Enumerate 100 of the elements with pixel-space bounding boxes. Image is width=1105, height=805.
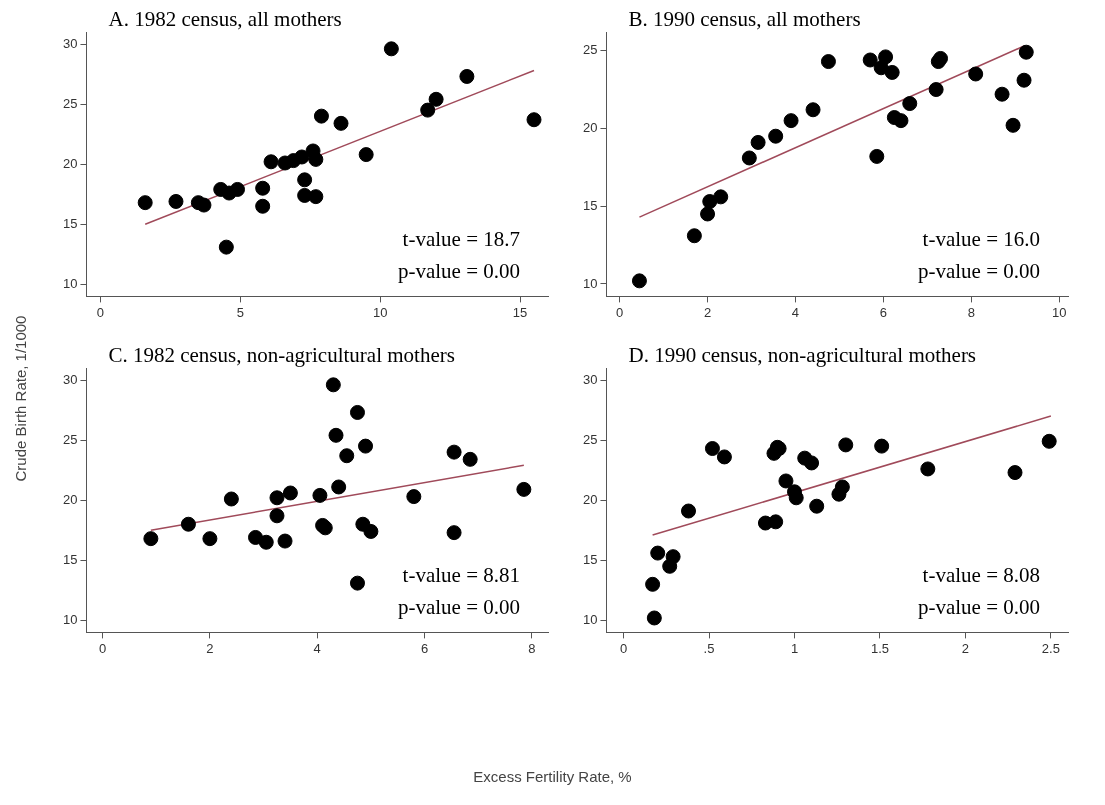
y-tick-label: 15 [62, 215, 78, 231]
point [920, 461, 936, 477]
annotation: p-value = 0.00 [397, 595, 520, 620]
point [646, 610, 662, 626]
point [1005, 117, 1021, 133]
y-tick-label: 15 [582, 197, 598, 213]
point [878, 49, 894, 65]
chart-title: D. 1990 census, non-agricultural mothers [628, 343, 977, 367]
point [223, 491, 239, 507]
point [702, 194, 718, 210]
y-tick-label: 10 [62, 611, 78, 627]
point [358, 438, 374, 454]
point [406, 489, 422, 505]
point [446, 444, 462, 460]
point [750, 134, 766, 150]
point [704, 441, 720, 457]
y-tick-label: 30 [582, 371, 598, 387]
point [783, 113, 799, 129]
point [902, 96, 918, 112]
point [420, 102, 436, 118]
point [325, 377, 341, 393]
x-tick-label: 0 [619, 640, 628, 656]
x-tick-label: 5 [236, 304, 244, 320]
point [428, 91, 444, 107]
point [741, 150, 757, 166]
y-tick-label: 10 [62, 275, 78, 291]
annotation: t-value = 18.7 [402, 227, 520, 252]
x-tick-label: 10 [372, 304, 388, 320]
point [716, 449, 732, 465]
y-tick-label: 20 [62, 491, 78, 507]
point [277, 533, 293, 549]
point [994, 86, 1010, 102]
x-tick-label: 8 [967, 304, 975, 320]
point [862, 52, 878, 68]
point [874, 438, 890, 454]
point [631, 273, 647, 289]
annotation: t-value = 8.08 [922, 563, 1040, 588]
x-tick-label: 1 [790, 640, 799, 656]
annotation: t-value = 16.0 [922, 227, 1040, 252]
point [180, 516, 196, 532]
point [263, 154, 279, 170]
point [269, 508, 285, 524]
point [778, 473, 794, 489]
x-tick-label: 0 [616, 304, 624, 320]
point [768, 128, 784, 144]
y-axis-title: Crude Birth Rate, 1/1000 [11, 314, 29, 484]
point [255, 198, 271, 214]
x-tick-label: 10 [1051, 304, 1067, 320]
point [313, 108, 329, 124]
point [968, 66, 984, 82]
point [339, 448, 355, 464]
point [255, 180, 271, 196]
point [143, 531, 159, 547]
x-tick-label: 15 [512, 304, 528, 320]
y-tick-label: 30 [62, 35, 78, 51]
point [686, 228, 702, 244]
y-tick-label: 25 [582, 431, 598, 447]
point [805, 102, 821, 118]
point [328, 427, 344, 443]
point [516, 481, 532, 497]
x-tick-label: 0 [96, 304, 105, 320]
chart-title: B. 1990 census, all mothers [628, 7, 861, 31]
point [446, 525, 462, 541]
y-tick-label: 25 [582, 42, 598, 58]
point [884, 64, 900, 80]
y-tick-label: 15 [582, 551, 598, 567]
point [137, 195, 153, 211]
x-tick-label: 6 [879, 304, 887, 320]
point [308, 151, 324, 167]
point [893, 113, 909, 129]
point [700, 206, 716, 222]
point [788, 490, 804, 506]
point [297, 172, 313, 188]
point [269, 490, 285, 506]
point [834, 479, 850, 495]
point [312, 487, 328, 503]
y-tick-label: 10 [582, 275, 598, 291]
x-tick-label: 2.5 [1041, 640, 1060, 656]
x-tick-label: 6 [420, 640, 429, 656]
point [202, 531, 218, 547]
chart-title: C. 1982 census, non-agricultural mothers [108, 343, 455, 367]
y-tick-label: 25 [62, 95, 78, 111]
annotation: p-value = 0.00 [917, 595, 1040, 620]
point [1041, 433, 1057, 449]
point [1016, 72, 1032, 88]
point [645, 576, 661, 592]
point [1018, 44, 1034, 60]
x-tick-label: 2 [703, 304, 712, 320]
point [363, 523, 379, 539]
point [838, 437, 854, 453]
point [333, 115, 349, 131]
x-tick-label: 0 [98, 640, 107, 656]
point [258, 534, 274, 550]
point [869, 148, 885, 164]
point [1007, 465, 1023, 481]
point [358, 147, 374, 163]
y-tick-label: 15 [62, 551, 78, 567]
x-tick-label: 8 [528, 640, 536, 656]
x-tick-label: 4 [791, 304, 800, 320]
annotation: p-value = 0.00 [397, 259, 520, 284]
